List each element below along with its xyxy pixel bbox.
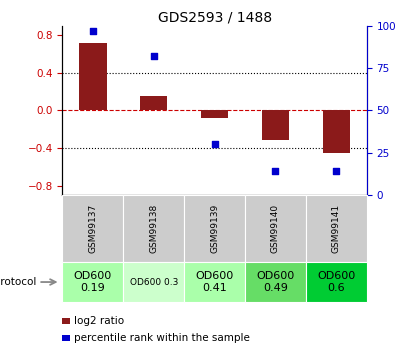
FancyBboxPatch shape xyxy=(184,262,245,302)
FancyBboxPatch shape xyxy=(306,195,367,262)
Point xyxy=(151,53,157,59)
FancyBboxPatch shape xyxy=(245,195,306,262)
Point xyxy=(89,28,96,34)
Text: OD600
0.41: OD600 0.41 xyxy=(195,271,234,293)
FancyBboxPatch shape xyxy=(62,318,70,324)
Title: GDS2593 / 1488: GDS2593 / 1488 xyxy=(158,11,272,25)
Bar xyxy=(262,110,289,140)
Text: OD600 0.3: OD600 0.3 xyxy=(129,277,178,287)
Text: log2 ratio: log2 ratio xyxy=(74,316,124,326)
Text: GSM99139: GSM99139 xyxy=(210,204,219,253)
Point xyxy=(212,141,218,147)
Text: GSM99141: GSM99141 xyxy=(332,204,341,253)
FancyBboxPatch shape xyxy=(245,262,306,302)
Text: GSM99137: GSM99137 xyxy=(88,204,98,253)
Text: OD600
0.19: OD600 0.19 xyxy=(74,271,112,293)
FancyBboxPatch shape xyxy=(123,195,184,262)
Text: percentile rank within the sample: percentile rank within the sample xyxy=(74,333,249,343)
Bar xyxy=(323,110,350,152)
FancyBboxPatch shape xyxy=(62,335,70,341)
FancyBboxPatch shape xyxy=(123,262,184,302)
Text: GSM99140: GSM99140 xyxy=(271,204,280,253)
Bar xyxy=(140,96,167,110)
FancyBboxPatch shape xyxy=(306,262,367,302)
Bar xyxy=(201,110,228,118)
Bar xyxy=(79,43,106,110)
Text: OD600
0.49: OD600 0.49 xyxy=(256,271,295,293)
FancyBboxPatch shape xyxy=(62,262,123,302)
Point xyxy=(333,168,340,174)
Text: GSM99138: GSM99138 xyxy=(149,204,158,253)
Text: OD600
0.6: OD600 0.6 xyxy=(317,271,355,293)
FancyBboxPatch shape xyxy=(184,195,245,262)
Text: growth protocol: growth protocol xyxy=(0,277,36,287)
Point xyxy=(272,168,279,174)
FancyBboxPatch shape xyxy=(62,195,123,262)
